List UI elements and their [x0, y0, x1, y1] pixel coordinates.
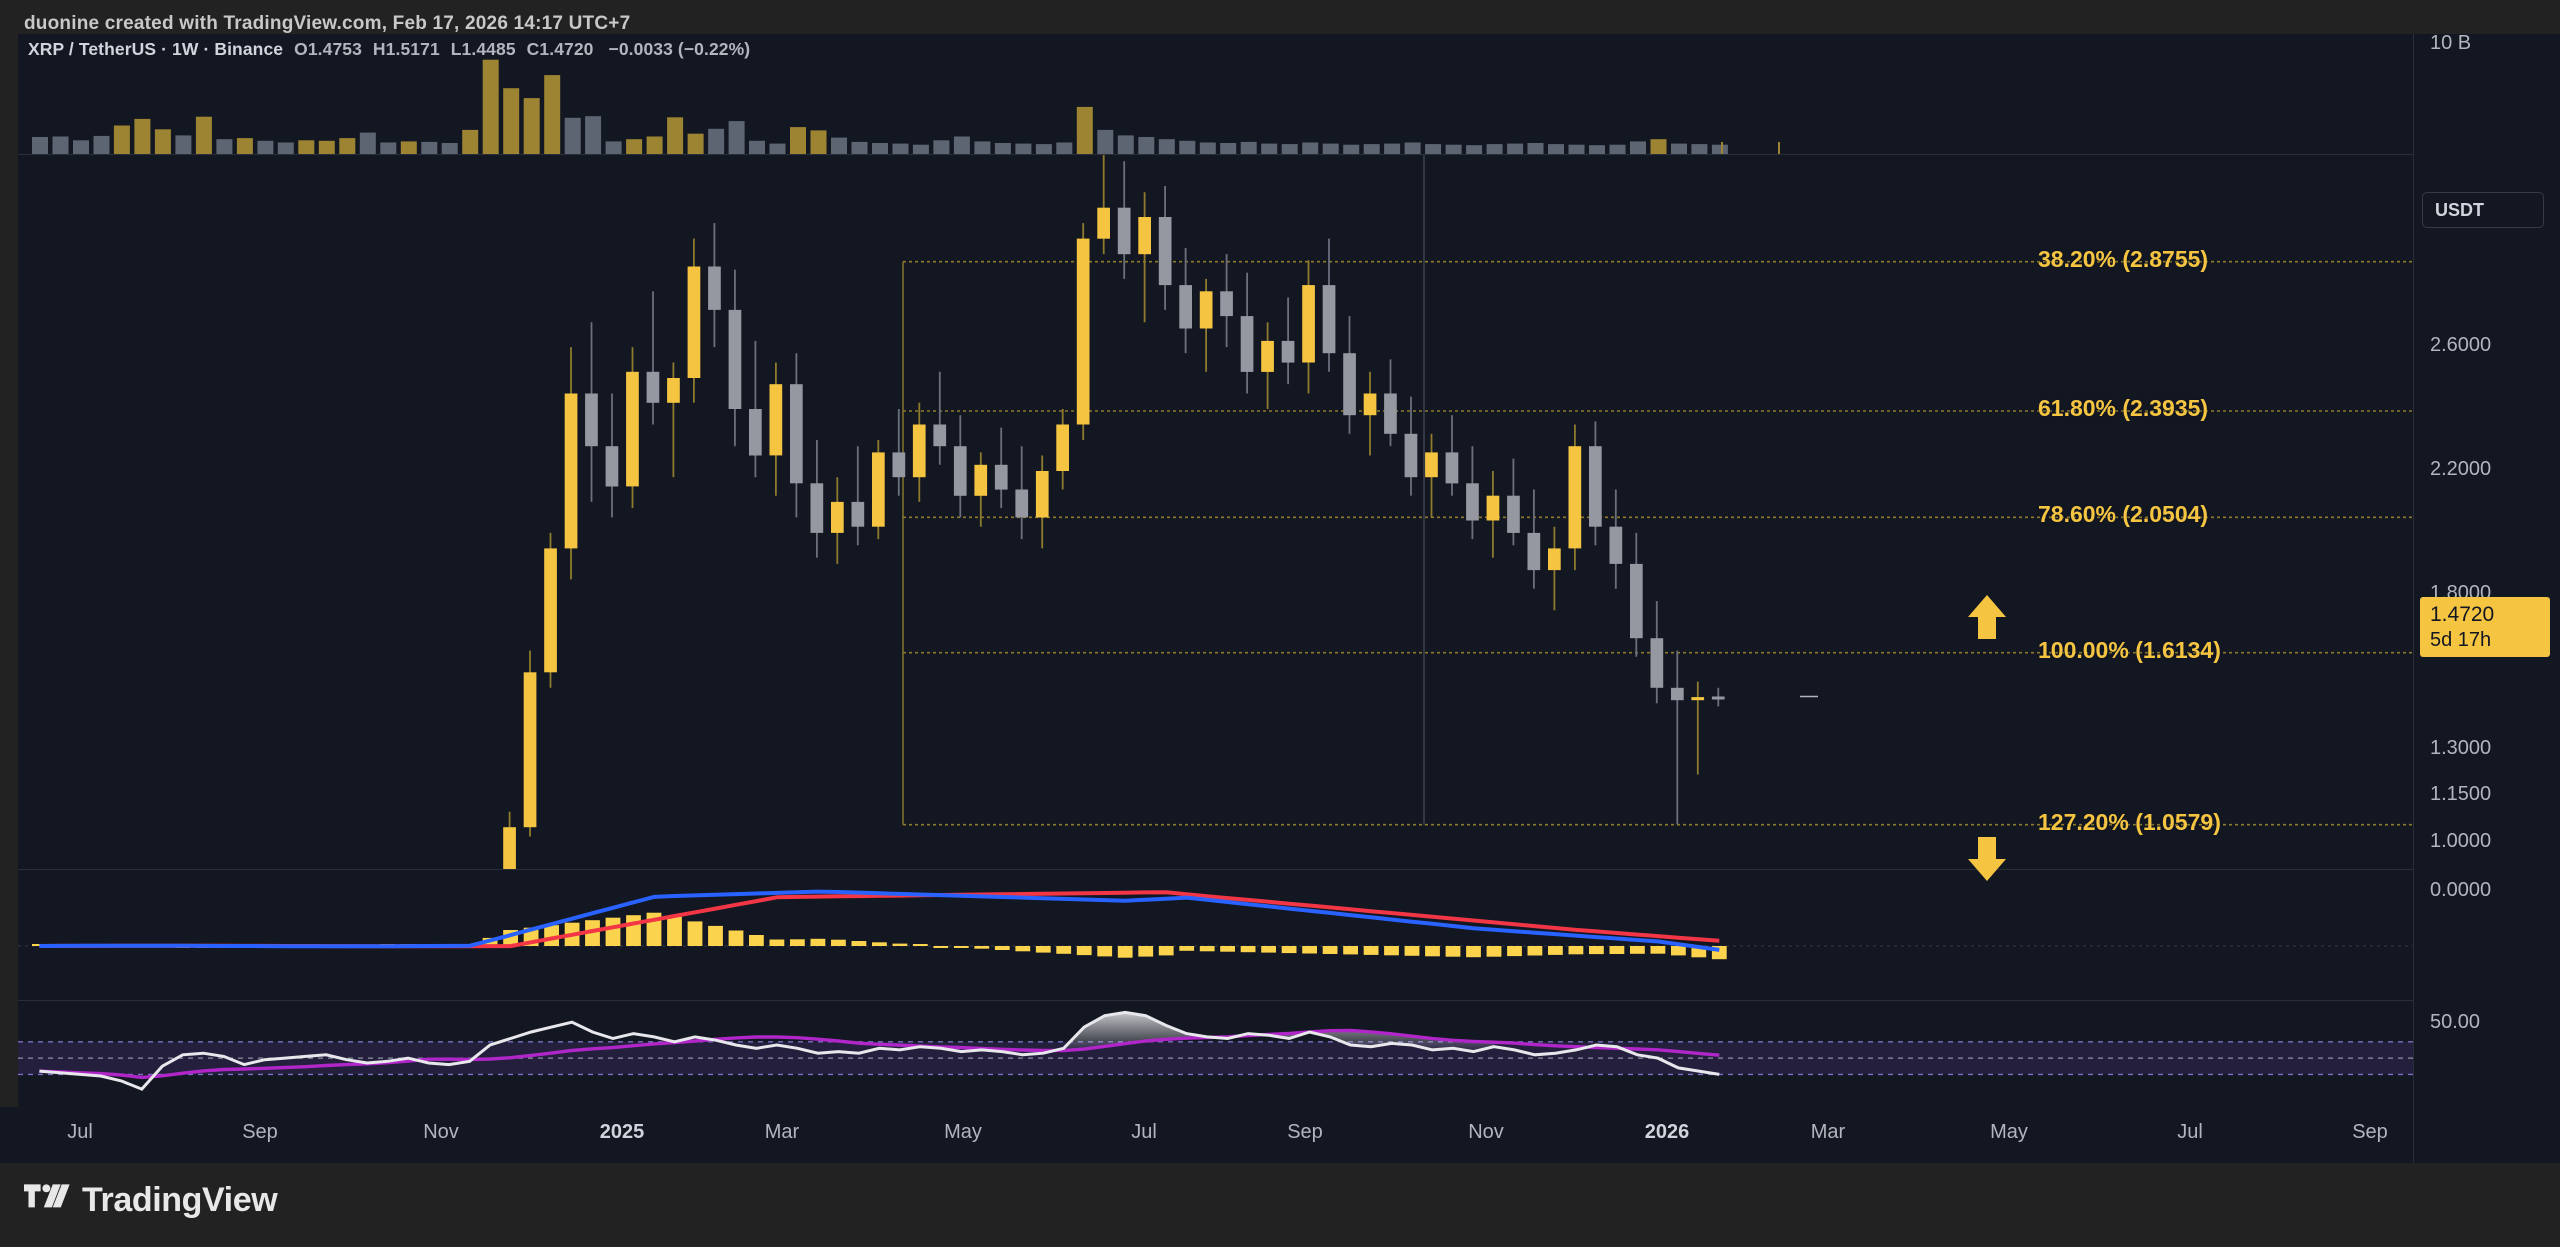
time-tick-nov-8: Nov [1468, 1121, 1504, 1143]
pane-separator-price [18, 869, 2560, 870]
time-axis-right-separator [2413, 1107, 2414, 1163]
legend-interval[interactable]: 1W [172, 39, 199, 59]
rsi-pane [18, 1001, 2414, 1107]
pane-separator-macd [18, 1000, 2560, 1001]
fib-down-arrow-icon [1966, 835, 2008, 883]
tradingview-logo[interactable]: TradingView [24, 1181, 278, 1220]
price-tick-1-0000: 1.0000 [2430, 830, 2492, 852]
fib-level-label-127-2[interactable]: 127.20% (1.0579) [2038, 809, 2221, 835]
time-tick-nov-2: Nov [423, 1121, 459, 1143]
rsi-mid-label: 50.00 [2430, 1011, 2481, 1033]
legend-change: −0.0033 (−0.22%) [608, 39, 751, 59]
time-tick-mar-10: Mar [1810, 1121, 1846, 1143]
legend-exchange[interactable]: Binance [214, 39, 284, 59]
legend-sep-1: · [161, 39, 168, 59]
price-tick-1-1500: 1.1500 [2430, 783, 2492, 805]
legend-low: L1.4485 [450, 39, 516, 59]
price-axis[interactable]: 10 B USDT 3.00002.60002.20001.80001.3000… [2414, 32, 2560, 1107]
legend-open: O1.4753 [294, 39, 362, 59]
time-tick-jul-12: Jul [2177, 1121, 2203, 1143]
symbol-legend[interactable]: XRP / TetherUS · 1W · Binance O1.4753 H1… [28, 39, 750, 60]
price-tick-2-2000: 2.2000 [2430, 458, 2492, 480]
time-tick-may-5: May [944, 1121, 982, 1143]
price-tick-1-3000: 1.3000 [2430, 737, 2492, 759]
volume-pane [18, 34, 2414, 154]
pane-separator-volume [18, 154, 2560, 155]
time-tick-2026-9: 2026 [1644, 1121, 1690, 1143]
watermark-text: duonine created with TradingView.com, Fe… [24, 13, 631, 34]
currency-badge[interactable]: USDT [2422, 192, 2544, 228]
current-price-value: 1.4720 [2430, 603, 2495, 626]
time-tick-mar-4: Mar [764, 1121, 800, 1143]
current-price-tag: 1.4720 5d 17h [2420, 597, 2550, 657]
macd-indicator [18, 889, 2414, 960]
chart-canvas[interactable]: XRP / TetherUS · 1W · Binance O1.4753 H1… [18, 34, 2414, 1107]
fib-level-label-38-2[interactable]: 38.20% (2.8755) [2038, 246, 2209, 272]
bar-countdown: 5d 17h [2430, 629, 2492, 651]
legend-sep-2: · [203, 39, 210, 59]
legend-close: C1.4720 [526, 39, 594, 59]
time-tick-may-11: May [1990, 1121, 2028, 1143]
volume-max-label: 10 B [2430, 32, 2472, 54]
time-tick-sep-1: Sep [242, 1121, 278, 1143]
legend-high: H1.5171 [372, 39, 440, 59]
currency-badge-label: USDT [2435, 199, 2484, 220]
time-tick-2025-3: 2025 [599, 1121, 645, 1143]
time-axis[interactable]: Jul Sep Nov 2025 Mar May Jul Sep Nov 2026 Mar May Ju… [0, 1107, 2560, 1163]
tradingview-wordmark: TradingView [82, 1181, 278, 1219]
rsi-indicator [18, 1010, 2414, 1091]
axis-divider [2413, 34, 2414, 1107]
price-tick-2-6000: 2.6000 [2430, 334, 2492, 356]
fib-level-label-61-8[interactable]: 61.80% (2.3935) [2038, 395, 2209, 421]
price-pane [18, 155, 2414, 869]
time-tick-sep-7: Sep [1287, 1121, 1323, 1143]
time-tick-sep-13: Sep [2352, 1121, 2388, 1143]
time-tick-jul-6: Jul [1131, 1121, 1157, 1143]
candlestick-series [503, 155, 2414, 869]
legend-symbol[interactable]: XRP / TetherUS [28, 39, 157, 59]
time-tick-jul-0: Jul [67, 1121, 93, 1143]
macd-zero-label: 0.0000 [2430, 879, 2492, 901]
macd-pane [18, 870, 2414, 1000]
tradingview-logo-icon [24, 1183, 70, 1207]
fib-up-arrow-icon [1966, 593, 2008, 641]
fib-level-label-78-6[interactable]: 78.60% (2.0504) [2038, 501, 2209, 527]
fib-level-label-100[interactable]: 100.00% (1.6134) [2038, 637, 2221, 663]
volume-bars [32, 59, 1780, 154]
footer-bar: TradingView [0, 1163, 2560, 1247]
